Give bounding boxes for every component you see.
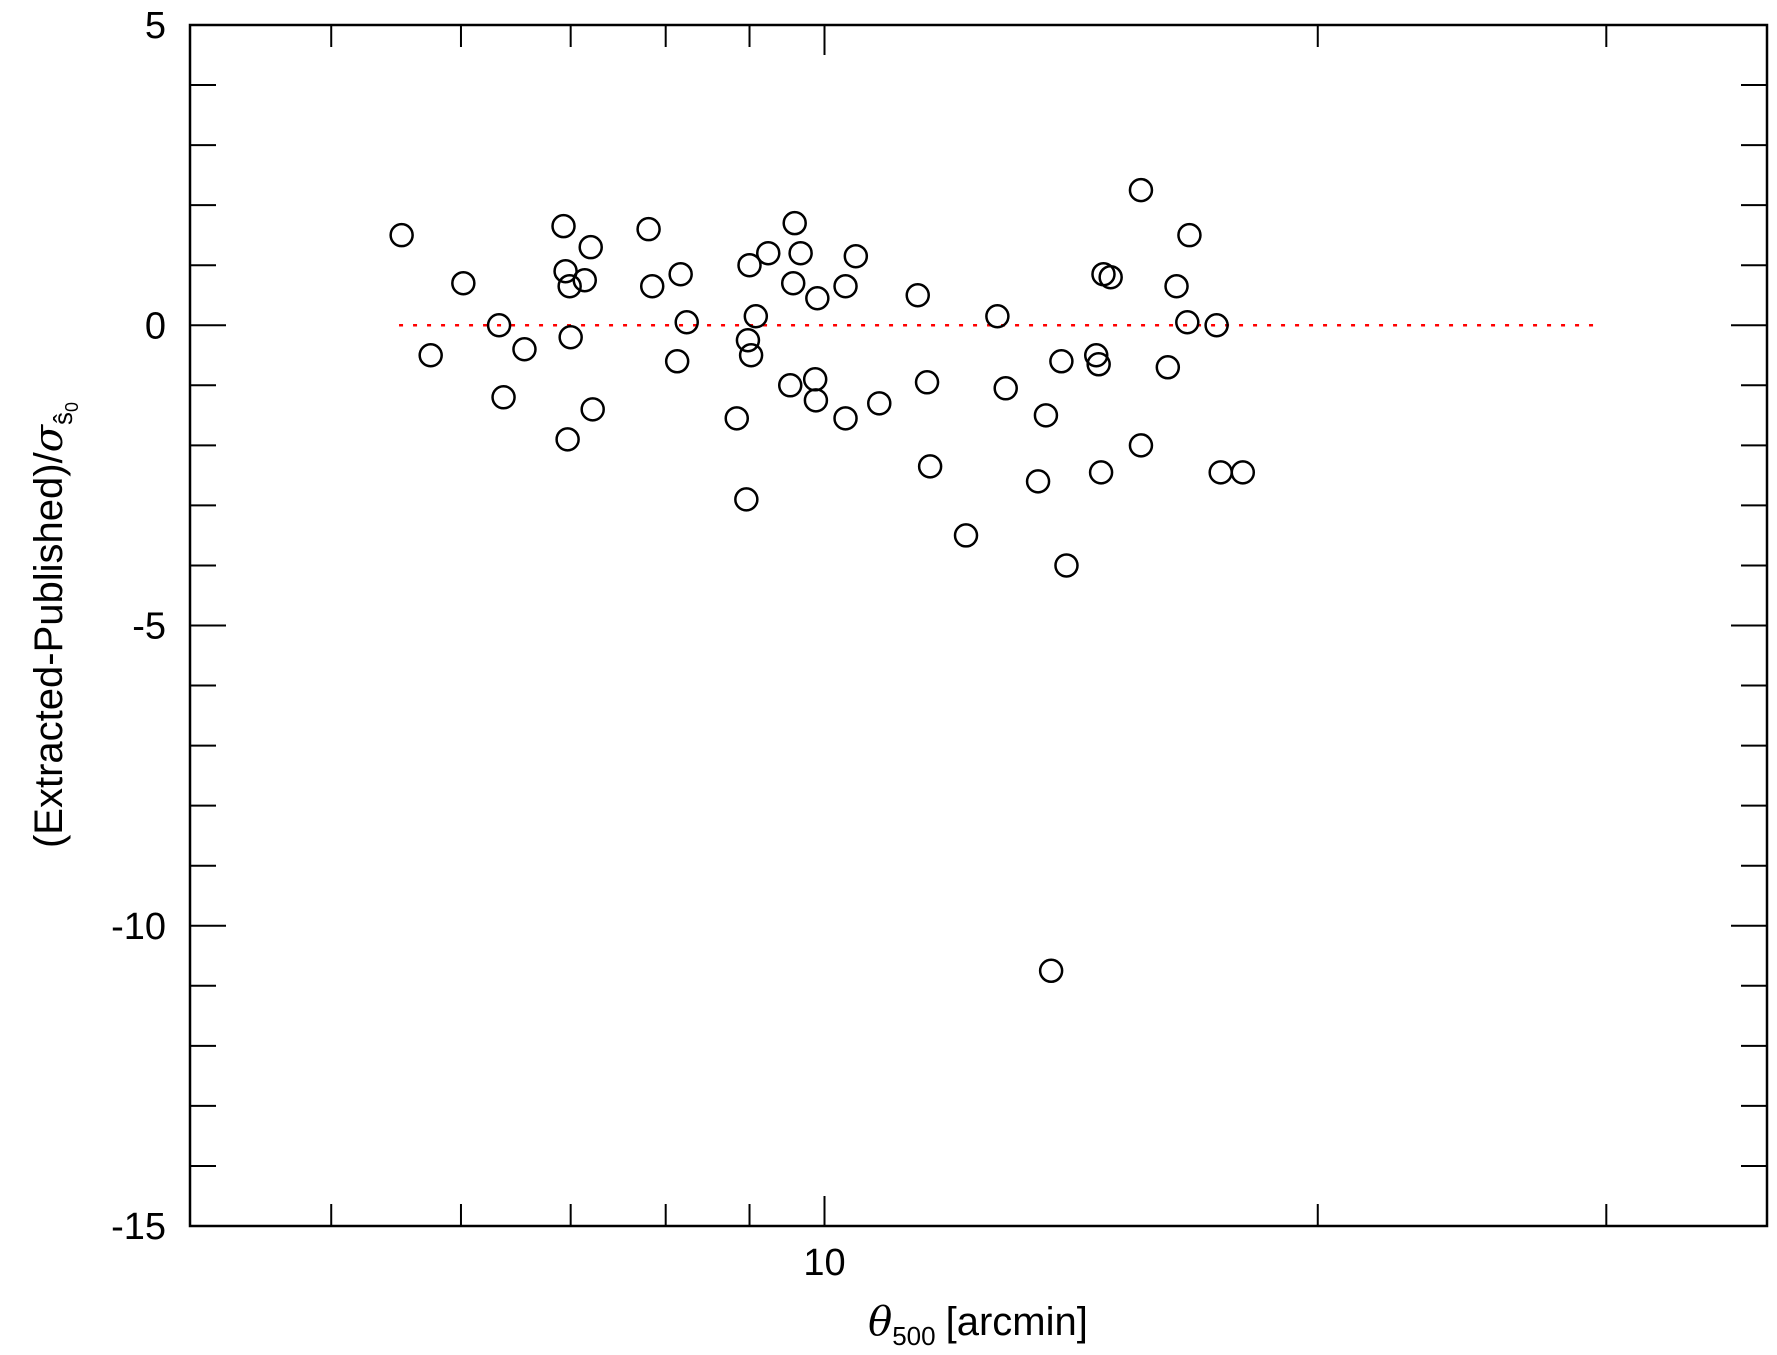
data-point bbox=[486, 313, 512, 338]
data-point bbox=[734, 487, 759, 512]
data-point bbox=[833, 406, 858, 431]
y-tick-label: -10 bbox=[111, 906, 166, 948]
data-point bbox=[1128, 177, 1154, 203]
data-point bbox=[639, 273, 665, 299]
data-point bbox=[1083, 343, 1109, 368]
x-axis-unit: [arcmin] bbox=[946, 1300, 1088, 1344]
data-point bbox=[578, 234, 603, 260]
data-point bbox=[737, 252, 762, 278]
data-point bbox=[664, 349, 690, 374]
data-point bbox=[1175, 309, 1200, 335]
data-point bbox=[777, 373, 803, 398]
data-point bbox=[1155, 355, 1181, 380]
x-axis-subscript: 500 bbox=[892, 1321, 935, 1351]
data-point bbox=[668, 261, 693, 287]
data-point bbox=[636, 216, 661, 242]
x-tick-label: 10 bbox=[803, 1242, 845, 1284]
y-axis-symbol: σ bbox=[26, 423, 72, 452]
data-point bbox=[843, 243, 869, 269]
data-point bbox=[1025, 469, 1051, 494]
plot-frame bbox=[188, 23, 1769, 1228]
data-point bbox=[418, 343, 443, 368]
data-point bbox=[1208, 460, 1233, 485]
data-point bbox=[905, 282, 930, 308]
y-tick-label: -15 bbox=[111, 1206, 166, 1248]
points-layer bbox=[389, 177, 1256, 984]
data-point bbox=[674, 309, 699, 335]
data-point bbox=[805, 285, 830, 311]
data-point bbox=[1086, 352, 1111, 377]
y-tick-label: 0 bbox=[145, 305, 166, 347]
data-point bbox=[1128, 433, 1154, 458]
data-point bbox=[557, 273, 582, 299]
data-point bbox=[782, 210, 807, 236]
y-axis-subsubscript: 0 bbox=[62, 402, 82, 412]
data-point bbox=[491, 385, 516, 410]
data-point bbox=[1038, 958, 1064, 984]
data-point bbox=[572, 267, 598, 293]
data-point bbox=[802, 367, 828, 392]
data-point bbox=[993, 376, 1018, 401]
data-point bbox=[735, 328, 761, 353]
x-axis-label: θ500 [arcmin] bbox=[868, 1299, 1088, 1351]
data-point bbox=[780, 270, 806, 296]
data-point bbox=[389, 222, 414, 248]
data-point bbox=[1054, 553, 1079, 578]
data-point bbox=[1033, 403, 1059, 428]
y-tick-label: -5 bbox=[132, 606, 166, 648]
data-point bbox=[803, 388, 829, 413]
data-point bbox=[558, 325, 583, 350]
data-point bbox=[1098, 264, 1123, 290]
data-point bbox=[914, 370, 940, 395]
y-tick-label: 5 bbox=[145, 5, 166, 47]
data-point bbox=[1177, 222, 1202, 248]
data-point bbox=[788, 240, 813, 266]
data-point bbox=[1088, 460, 1114, 485]
data-point bbox=[1204, 313, 1229, 338]
y-axis-prefix: (Extracted-Published)/ bbox=[27, 451, 71, 848]
data-point bbox=[953, 523, 979, 548]
data-point bbox=[551, 213, 576, 239]
y-axis-label: (Extracted-Published)/σŝ0 bbox=[26, 402, 82, 848]
data-point bbox=[580, 397, 605, 422]
data-point bbox=[512, 337, 537, 362]
tick-labels-layer: 5 0 -5 -10 -15 10 bbox=[111, 5, 846, 1284]
data-point bbox=[755, 240, 781, 266]
data-point bbox=[451, 270, 476, 296]
data-point bbox=[985, 303, 1010, 329]
x-axis-symbol: θ bbox=[868, 1299, 892, 1345]
data-point bbox=[867, 391, 892, 416]
data-point bbox=[1230, 460, 1256, 485]
data-point bbox=[1164, 273, 1189, 299]
data-point bbox=[1049, 349, 1074, 374]
data-point bbox=[738, 343, 764, 368]
data-point bbox=[917, 454, 943, 479]
ticks-layer bbox=[190, 24, 1767, 1227]
data-point bbox=[724, 406, 750, 431]
y-axis-subscript: ŝ bbox=[48, 412, 78, 425]
data-point bbox=[833, 273, 858, 299]
data-point bbox=[555, 427, 580, 452]
data-point bbox=[743, 303, 769, 329]
